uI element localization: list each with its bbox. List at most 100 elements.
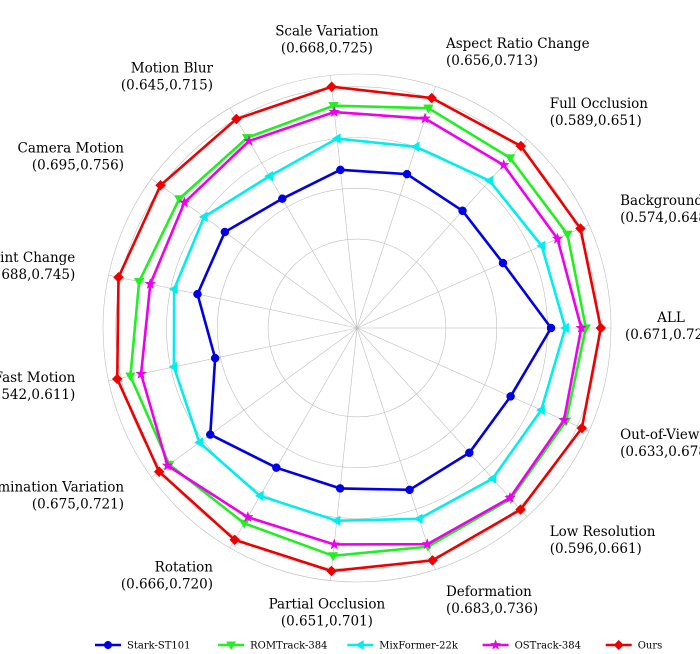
series-point xyxy=(551,232,564,244)
legend-label: MixFormer-22k xyxy=(379,641,459,652)
axis-label: Background Clutter(0.574,0.648) xyxy=(620,193,700,226)
series-point xyxy=(515,140,527,152)
series-point xyxy=(264,170,273,182)
series-point xyxy=(155,179,166,191)
axis-label: Aspect Ratio Change (0.656,0.713) xyxy=(445,36,590,69)
series-point xyxy=(546,323,556,333)
series-point xyxy=(327,552,339,562)
axis-label: Camera Motion (0.695,0.756) xyxy=(18,141,125,174)
grid-spoke xyxy=(356,86,436,329)
series-ours xyxy=(111,81,607,577)
series-point xyxy=(144,277,157,290)
legend-marker xyxy=(613,639,624,651)
series-point xyxy=(193,289,202,299)
axis-label: Partial Occlusion (0.651,0.701) xyxy=(269,596,386,629)
series-point xyxy=(161,459,174,471)
series-point xyxy=(405,485,414,495)
series-point xyxy=(168,283,178,295)
series-point xyxy=(194,437,203,448)
series-point xyxy=(220,227,230,237)
series-point xyxy=(410,141,420,153)
grid-spoke xyxy=(151,327,358,478)
series-point xyxy=(419,112,431,124)
series-point xyxy=(484,175,494,187)
series-point xyxy=(487,473,497,484)
grid-spoke xyxy=(356,327,436,570)
legend-item: Stark-ST101 xyxy=(95,641,190,652)
series-point xyxy=(210,353,220,363)
series-point xyxy=(206,430,215,439)
grid-spoke xyxy=(108,327,358,382)
axis-labels: ALL(0.671,0.727) Background Clutter(0.574… xyxy=(0,24,700,630)
series-point xyxy=(238,519,250,529)
series-point xyxy=(335,484,345,493)
series-point xyxy=(168,361,178,373)
series-point xyxy=(506,392,515,401)
series-point xyxy=(133,278,145,287)
series-point xyxy=(272,463,281,472)
axis-label: Rotation (0.666,0.720) xyxy=(121,559,213,592)
series-point xyxy=(113,271,124,283)
series-point xyxy=(328,105,341,117)
grid-spoke xyxy=(356,327,590,432)
series-point xyxy=(497,158,510,171)
axis-label: ALL(0.671,0.727) xyxy=(625,310,700,343)
series-point xyxy=(326,565,337,577)
legend-item: MixFormer-22k xyxy=(347,640,459,652)
series-line xyxy=(172,137,567,523)
series-point xyxy=(458,206,467,216)
axis-label: Viewpoint Change(0.688,0.745) xyxy=(0,250,75,283)
series-point xyxy=(558,414,570,426)
series-stark-st101 xyxy=(193,165,556,495)
series-point xyxy=(575,321,588,333)
legend-marker xyxy=(490,639,502,650)
axis-label: Low Resolution (0.596,0.661) xyxy=(550,524,656,557)
series-point xyxy=(331,133,341,144)
series-line xyxy=(139,110,583,546)
series-point xyxy=(465,448,474,458)
series-point xyxy=(536,240,546,252)
series-point xyxy=(198,211,208,223)
legend-item: ROMTrack-384 xyxy=(218,641,327,652)
series-point xyxy=(153,466,165,478)
series-point xyxy=(328,102,339,111)
grid-spoke xyxy=(330,327,358,581)
series-point xyxy=(402,169,412,179)
radar-grid xyxy=(102,73,612,583)
legend-item: Ours xyxy=(605,639,663,652)
series-point xyxy=(229,534,241,546)
legend-label: Ours xyxy=(638,641,663,652)
legend-label: ROMTrack-384 xyxy=(250,641,327,652)
grid-spoke xyxy=(356,139,528,329)
axis-label: Out-of-View(0.633,0.678) xyxy=(620,427,700,460)
axis-label: Illumination Variation(0.675,0.721) xyxy=(0,479,124,512)
axis-label: Fast Motion(0.542,0.611) xyxy=(0,370,76,403)
series-point xyxy=(535,404,545,416)
series-point xyxy=(336,165,345,175)
series-ostrack-384 xyxy=(135,105,588,550)
series-point xyxy=(254,490,264,502)
series-point xyxy=(575,223,586,234)
series-point xyxy=(426,92,438,104)
series-point xyxy=(427,555,438,566)
series-point xyxy=(174,195,185,205)
series-point xyxy=(331,515,341,526)
legend-marker xyxy=(103,640,113,650)
axis-label: Full Occlusion (0.589,0.651) xyxy=(550,96,649,129)
legend-label: OSTrack-384 xyxy=(515,641,581,652)
series-point xyxy=(421,538,434,550)
axis-label: Scale Variation (0.668,0.725) xyxy=(275,24,379,57)
series-line xyxy=(115,85,603,573)
grid-spoke xyxy=(356,327,528,517)
series-point xyxy=(413,513,423,525)
series-point xyxy=(243,134,255,146)
legend-label: Stark-ST101 xyxy=(127,641,190,652)
series-point xyxy=(423,104,434,114)
series-point xyxy=(230,113,242,125)
series-mixformer-22k xyxy=(168,133,569,526)
series-point xyxy=(515,504,526,515)
series-point xyxy=(576,422,588,434)
series-point xyxy=(125,372,136,382)
series-point xyxy=(559,322,569,334)
